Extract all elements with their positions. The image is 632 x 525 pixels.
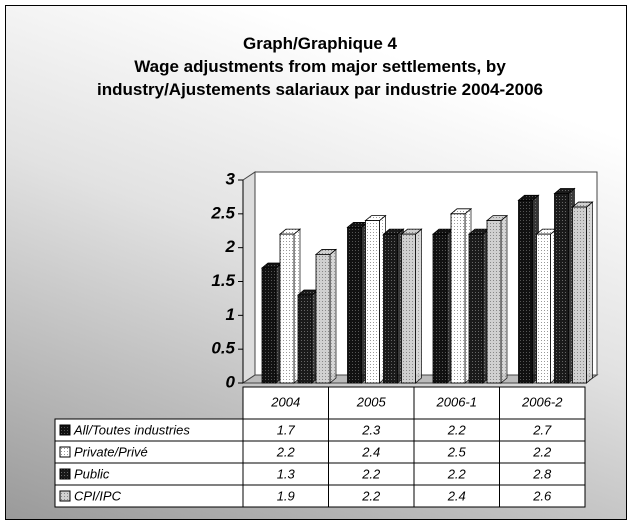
bar [518,199,533,384]
legend-label: CPI/IPC [74,488,122,503]
legend-swatch [59,490,71,502]
table-value: 1.7 [277,422,296,437]
legend-label: All/Toutes industries [73,422,190,437]
bar-side [415,228,422,384]
bar [536,233,551,384]
table-value: 2.4 [447,488,466,503]
bar [365,220,380,384]
bar-side [500,214,508,384]
y-tick-label: 3 [226,169,236,188]
table-value: 2.2 [361,466,381,481]
table-value: 2.2 [276,444,296,459]
legend-label: Private/Privé [74,444,148,459]
legend-swatch [59,468,71,480]
bar-side [329,248,337,384]
x-tick-label: 2006-2 [521,394,563,409]
bar [450,213,466,384]
chart-title: Graph/Graphique 4 [243,34,397,53]
x-tick-label: 2004 [270,394,300,409]
x-tick-label: 2006-1 [436,394,477,409]
table-value: 2.7 [532,422,552,437]
legend-swatch [59,446,71,458]
bar [554,193,569,384]
side-wall [242,171,256,384]
y-tick-label: 0 [226,372,236,391]
titles: Graph/Graphique 4 Wage adjustments from … [60,32,580,101]
table-value: 2.2 [447,422,467,437]
table-value: 2.5 [447,444,467,459]
bar-side [586,201,593,384]
table-value: 2.8 [532,466,552,481]
table-value: 2.2 [532,444,552,459]
y-tick-label: 1 [226,305,235,324]
table-value: 2.3 [361,422,381,437]
table-value: 2.2 [361,488,381,503]
bar [432,233,448,384]
bar [315,254,331,384]
bar [468,233,484,384]
table-value: 2.4 [361,444,380,459]
legend-label: Public [74,466,110,481]
chart-subtitle: Wage adjustments from major settlements,… [97,57,543,99]
y-tick-label: 2.5 [210,203,235,222]
table-value: 2.6 [532,488,552,503]
legend-swatch [59,424,71,436]
bar [486,220,502,384]
y-tick-label: 1.5 [211,271,235,290]
bar [347,226,362,384]
bar [401,233,416,384]
table-value: 1.3 [277,466,296,481]
bar [297,294,313,384]
table-value: 2.2 [447,466,467,481]
bar [261,267,277,384]
y-tick-label: 2 [225,237,236,256]
bar [572,206,587,384]
bar [279,233,295,384]
x-tick-label: 2005 [356,394,387,409]
table-value: 1.9 [277,488,295,503]
bar [383,233,398,384]
y-tick-label: 0.5 [211,339,235,358]
